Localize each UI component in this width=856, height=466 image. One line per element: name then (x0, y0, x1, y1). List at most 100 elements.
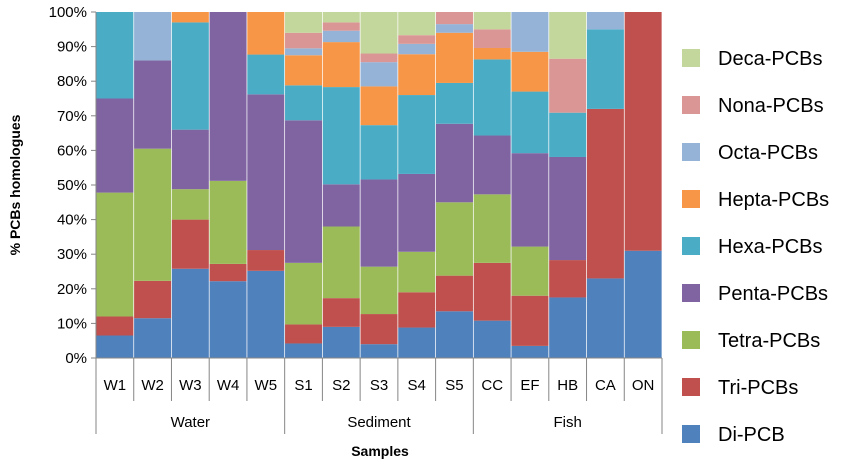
legend-label: Nona-PCBs (718, 95, 824, 117)
x-tick-label: S4 (408, 377, 426, 394)
bar-segment (473, 29, 511, 48)
bar-segment (435, 311, 473, 358)
x-tick-label: W3 (179, 377, 202, 394)
legend-swatch (682, 49, 700, 67)
bar-segment (360, 12, 398, 54)
legend-swatch (682, 96, 700, 114)
bar-segment (511, 12, 549, 52)
x-tick-label: S1 (294, 377, 312, 394)
bar-segment (360, 125, 398, 180)
bar-segment (285, 48, 323, 56)
bar-segment (322, 326, 360, 358)
bar-segment (473, 262, 511, 321)
bar-segment (134, 280, 172, 319)
bar-segment (171, 129, 209, 190)
bar-segment (435, 202, 473, 276)
x-axis-title: Samples (351, 443, 409, 459)
bar-segment (473, 194, 511, 263)
legend-swatch (682, 331, 700, 349)
bar-segment (322, 184, 360, 227)
bar-segment (96, 12, 134, 99)
bar-segment (285, 55, 323, 86)
bar-segment (360, 62, 398, 87)
bar-segment (435, 12, 473, 25)
bar-segment (171, 22, 209, 130)
y-tick-label: 60% (57, 142, 87, 159)
bar-segment (209, 180, 247, 264)
bar-segment (398, 12, 436, 36)
bar-segment (435, 24, 473, 33)
bar-segment (398, 54, 436, 96)
x-tick-label: CA (595, 377, 616, 394)
legend-label: Tri-PCBs (718, 377, 798, 399)
bar-segment (285, 343, 323, 358)
legend-swatch (682, 237, 700, 255)
bar-segment (96, 335, 134, 358)
y-tick-label: 50% (57, 177, 87, 194)
bar-segment (360, 314, 398, 345)
bar-segment (285, 262, 323, 325)
bar-segment (247, 250, 285, 271)
bar-segment (322, 30, 360, 43)
bar-segment (435, 275, 473, 312)
y-tick-label: 80% (57, 73, 87, 90)
bar-segment (96, 316, 134, 336)
x-tick-label: W4 (217, 377, 240, 394)
legend-label: Hepta-PCBs (718, 189, 829, 211)
legend-swatch (682, 378, 700, 396)
y-tick-label: 100% (49, 4, 87, 21)
x-tick-label: HB (557, 377, 578, 394)
bar-segment (398, 43, 436, 55)
bar-segment (171, 189, 209, 220)
x-axis: W1 W2 W3 W4 W5 S1 S2 S3 S4 S5 CC EF HB CA ON Water Sedim… (95, 357, 663, 434)
y-tick-label: 20% (57, 281, 87, 298)
bar-segment (473, 12, 511, 30)
bar-segment (398, 327, 436, 358)
bar-segment (549, 260, 587, 298)
bar-segment (322, 87, 360, 185)
plot-area (96, 12, 662, 358)
bar-segment (247, 94, 285, 251)
x-tick-label: CC (481, 377, 503, 394)
bar-segment (360, 86, 398, 126)
bar-segment (398, 251, 436, 293)
bar-segment (511, 295, 549, 346)
bar-segment (285, 324, 323, 344)
bar-segment (322, 226, 360, 299)
bar-segment (549, 156, 587, 261)
bar-segment (134, 60, 172, 149)
legend-swatch (682, 425, 700, 443)
legend-label: Octa-PCBs (718, 142, 818, 164)
bar-segment (586, 108, 624, 279)
bar-segment (398, 292, 436, 328)
bar-segment (586, 12, 624, 30)
legend-label: Penta-PCBs (718, 283, 828, 305)
bar-segment (171, 12, 209, 23)
bar-segment (511, 153, 549, 247)
bar-segment (624, 250, 662, 358)
x-tick-label: W5 (255, 377, 278, 394)
bar-segment (209, 12, 247, 181)
y-tick-label: 40% (57, 212, 87, 229)
bar-segment (360, 53, 398, 63)
bar-segment (398, 35, 436, 44)
bar-segment (134, 12, 172, 61)
bar-segment (322, 22, 360, 31)
bar-segment (285, 32, 323, 49)
bar-segment (398, 95, 436, 174)
bar-segment (435, 82, 473, 124)
bar-segment (360, 179, 398, 267)
x-tick-label: S5 (445, 377, 463, 394)
x-tick-label: S2 (332, 377, 350, 394)
bar-segment (624, 12, 662, 251)
bar-segment (435, 123, 473, 203)
bar-segment (473, 47, 511, 60)
y-tick-label: 10% (57, 315, 87, 332)
bar-segment (473, 59, 511, 136)
bar-segment (247, 270, 285, 358)
bar-segment (511, 91, 549, 154)
legend-label: Hexa-PCBs (718, 236, 822, 258)
y-tick-label: 90% (57, 39, 87, 56)
y-axis: 0% 10% 20% 30% 40% 50% 60% 70% 80% 90% 100% (49, 4, 97, 367)
